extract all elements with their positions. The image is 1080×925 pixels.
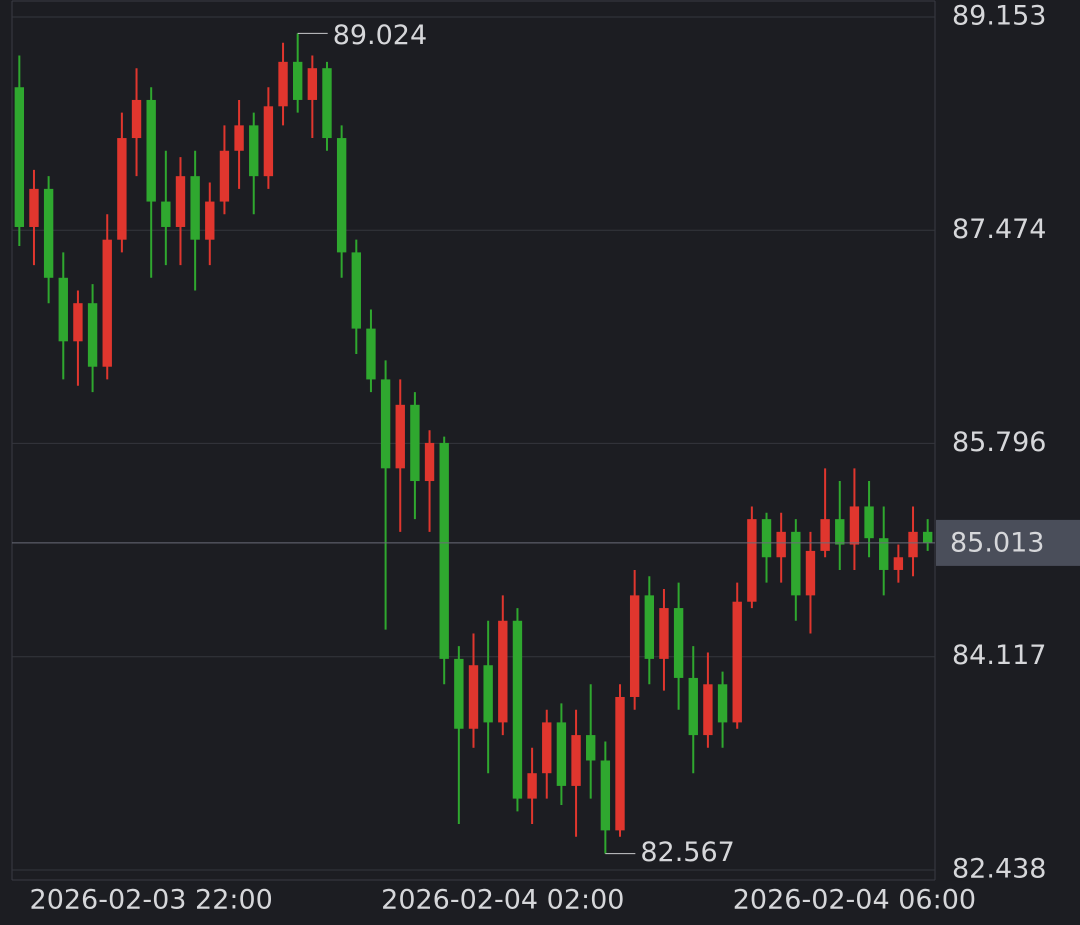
x-tick-label: 2026-02-03 22:00 <box>30 885 273 916</box>
y-tick-label: 84.117 <box>952 640 1046 671</box>
candle-body <box>498 620 508 723</box>
candle-body <box>805 550 816 596</box>
candle-body <box>454 658 464 729</box>
candle-body <box>761 519 772 558</box>
candle-body <box>732 601 742 723</box>
candle-body <box>644 595 654 659</box>
candle-body <box>73 303 83 342</box>
candle-body <box>629 595 640 697</box>
candle-body <box>439 442 449 659</box>
candle-body <box>43 188 54 278</box>
low-marker-label: 82.567 <box>640 837 734 868</box>
candle-body <box>161 201 171 227</box>
y-tick-label: 85.796 <box>952 427 1046 458</box>
candle-body <box>703 684 713 736</box>
candle-body <box>556 722 567 786</box>
candle-body <box>322 68 332 139</box>
candle-body <box>542 722 552 774</box>
candle-body <box>278 61 288 107</box>
candle-body <box>117 138 127 240</box>
candle-body <box>219 150 230 202</box>
candle-body <box>249 125 259 177</box>
candle-body <box>190 176 200 240</box>
candle-body <box>468 665 479 729</box>
candle-body <box>380 379 391 469</box>
candle-body <box>307 68 318 100</box>
candle-body <box>336 138 347 253</box>
candle-body <box>688 677 698 736</box>
last-price-box <box>936 519 1080 566</box>
y-tick-label: 89.153 <box>952 1 1046 32</box>
candle-body <box>395 404 405 469</box>
candle-body <box>29 188 39 227</box>
candle-body <box>879 538 889 570</box>
candle-body <box>673 608 684 678</box>
y-tick-label: 82.438 <box>952 854 1046 885</box>
candle-body <box>527 773 537 799</box>
candle-body <box>175 176 186 227</box>
candle-body <box>87 303 98 367</box>
candle-body <box>864 506 874 539</box>
candle-body <box>102 239 112 367</box>
candle-body <box>366 328 376 380</box>
candle-body <box>293 61 303 100</box>
x-tick-label: 2026-02-04 06:00 <box>733 885 976 916</box>
candle-body <box>512 620 523 799</box>
candle-body <box>849 506 860 545</box>
candle-body <box>410 404 420 482</box>
candle-body <box>747 519 757 602</box>
candle-body <box>571 735 581 786</box>
candle-body <box>586 735 596 761</box>
candle-body <box>263 106 274 177</box>
candle-body <box>424 442 435 482</box>
candle-body <box>776 531 786 558</box>
candle-body <box>791 531 801 596</box>
candle-body <box>615 696 625 831</box>
y-tick-label: 87.474 <box>952 214 1046 245</box>
candle-body <box>234 125 244 151</box>
candle-body <box>820 519 830 551</box>
last-price-label: 85.013 <box>950 527 1044 558</box>
x-tick-label: 2026-02-04 02:00 <box>381 885 624 916</box>
candle-body <box>14 87 25 227</box>
candle-body <box>131 99 142 139</box>
candle-body <box>205 201 215 240</box>
candle-body <box>483 665 493 723</box>
candle-body <box>659 608 669 659</box>
candle-body <box>351 252 361 329</box>
candle-body <box>600 760 611 831</box>
candle-body <box>58 277 68 342</box>
high-marker-label: 89.024 <box>333 20 427 51</box>
candle-body <box>835 519 845 545</box>
candle-body <box>893 557 904 570</box>
candle-body <box>922 531 933 543</box>
candle-body <box>717 684 728 723</box>
candle-body <box>146 99 156 202</box>
candle-body <box>908 531 918 558</box>
